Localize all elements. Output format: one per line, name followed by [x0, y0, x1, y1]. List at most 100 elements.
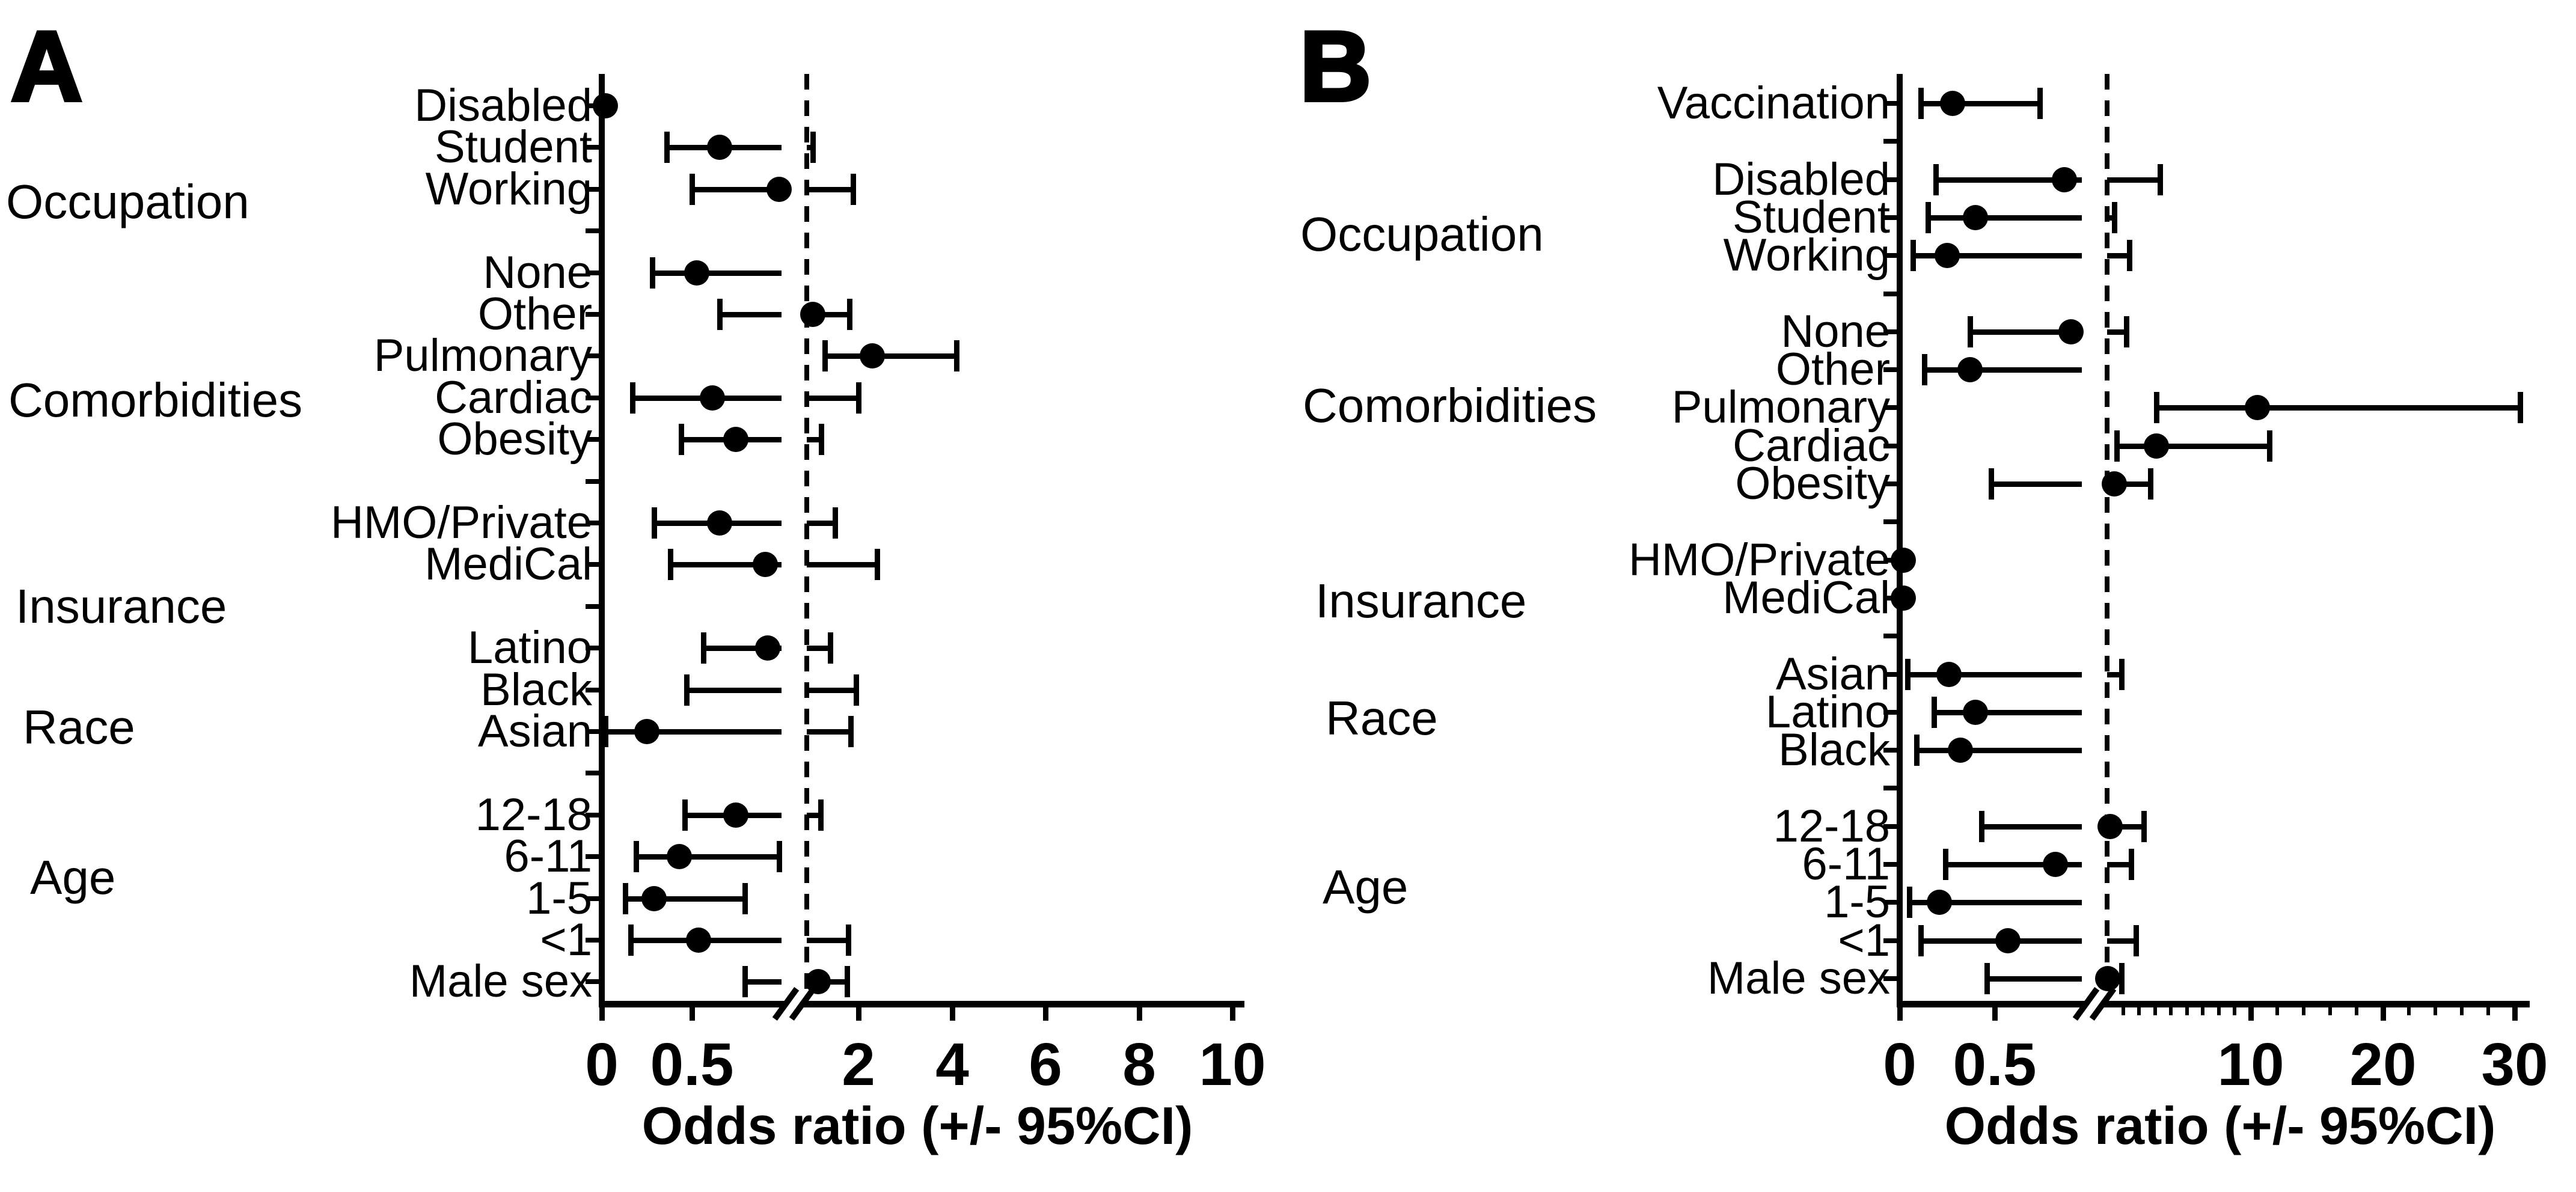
- axis-title: Odds ratio (+/- 95%CI): [641, 1096, 1193, 1155]
- ci-cap: [845, 966, 850, 997]
- item-label: 12-18: [1773, 801, 1890, 852]
- ci-cap: [1918, 925, 1924, 956]
- row-tick: [586, 312, 599, 317]
- ci-cap: [2114, 430, 2120, 462]
- row-tick: [586, 562, 599, 567]
- row-tick: [1883, 292, 1897, 296]
- item-label: Pulmonary: [1671, 382, 1890, 433]
- row-tick: [586, 813, 599, 818]
- x-tick: [1137, 1007, 1142, 1021]
- item-label: Other: [1775, 344, 1890, 395]
- item-label: Student: [435, 121, 592, 173]
- or-dot: [2058, 319, 2084, 344]
- item-label: Black: [1778, 724, 1890, 775]
- item-label: HMO/Private: [331, 497, 592, 548]
- row-tick: [1883, 101, 1897, 106]
- or-dot: [1927, 890, 1952, 915]
- or-dot: [2052, 167, 2077, 192]
- row-tick: [586, 729, 599, 734]
- x-tick-label: 0: [585, 1031, 619, 1098]
- panel-letter: A: [9, 11, 84, 121]
- ci-bar: [807, 729, 851, 735]
- item-label: Vaccination: [1657, 78, 1890, 129]
- ci-cap: [742, 883, 748, 914]
- item-label: Other: [477, 289, 592, 340]
- row-tick: [1883, 329, 1897, 334]
- ci-cap: [819, 424, 824, 455]
- ci-cap: [954, 340, 959, 371]
- row-tick: [586, 479, 599, 484]
- item-label: Asian: [477, 706, 592, 757]
- ci-cap: [818, 799, 824, 831]
- or-dot: [1963, 205, 1988, 230]
- ci-bar: [1928, 215, 2082, 221]
- or-dot: [707, 510, 732, 536]
- x-tick-label: 0.5: [1953, 1031, 2037, 1098]
- x-tick: [1043, 1007, 1048, 1021]
- ci-cap: [1989, 468, 1994, 500]
- x-tick: [2248, 1007, 2254, 1021]
- ci-cap: [875, 549, 880, 580]
- x-minor-tick: [2355, 1007, 2358, 1015]
- x-tick: [1897, 1007, 1903, 1021]
- ci-bar: [2107, 938, 2136, 944]
- or-dot: [684, 260, 709, 286]
- row-tick: [1883, 976, 1897, 981]
- item-label: Cardiac: [1733, 420, 1890, 471]
- row-tick: [586, 228, 599, 233]
- row-tick: [1883, 824, 1897, 829]
- ci-bar: [1970, 329, 2082, 335]
- item-label: 12-18: [475, 789, 592, 840]
- ci-bar: [1945, 862, 2082, 867]
- ci-bar: [703, 646, 782, 651]
- ci-bar: [1991, 481, 2082, 487]
- or-dot: [1891, 585, 1916, 611]
- x-minor-tick: [2302, 1007, 2305, 1015]
- or-dot: [641, 886, 667, 911]
- x-tick-label: 0: [1883, 1031, 1917, 1098]
- item-label: Male sex: [409, 956, 592, 1007]
- ci-cap: [810, 132, 816, 163]
- item-label: Pulmonary: [373, 330, 592, 381]
- ci-bar: [2156, 405, 2519, 411]
- ci-cap: [701, 632, 706, 664]
- item-label: Obesity: [1735, 458, 1890, 509]
- ci-cap: [2112, 202, 2117, 233]
- x-tick: [690, 1007, 695, 1021]
- ci-bar: [2107, 481, 2150, 487]
- ci-cap: [628, 925, 634, 956]
- row-tick: [1883, 444, 1897, 448]
- ci-cap: [668, 549, 673, 580]
- row-tick: [1883, 481, 1897, 486]
- ci-bar: [807, 562, 877, 567]
- or-dot: [2245, 395, 2270, 420]
- x-tick-label: 2: [842, 1031, 875, 1098]
- ci-cap: [634, 841, 639, 872]
- ci-bar: [636, 854, 779, 860]
- y-axis: [599, 74, 605, 1007]
- ci-bar: [687, 688, 782, 693]
- ci-cap: [1914, 735, 1920, 766]
- or-dot: [1891, 548, 1916, 573]
- axis-title: Odds ratio (+/- 95%CI): [1944, 1096, 2496, 1155]
- item-label: Male sex: [1707, 953, 1890, 1004]
- or-dot: [860, 343, 885, 368]
- ci-cap: [603, 716, 608, 747]
- ci-bar: [670, 562, 782, 567]
- x-minor-tick: [2137, 1007, 2141, 1015]
- ci-cap: [717, 299, 723, 330]
- null-line: [2105, 74, 2109, 1000]
- ci-bar: [807, 521, 835, 526]
- row-tick: [586, 604, 599, 609]
- ci-cap: [2518, 392, 2523, 423]
- or-dot: [2043, 852, 2068, 877]
- ci-bar: [825, 353, 956, 359]
- row-tick: [1883, 215, 1897, 220]
- ci-cap: [2158, 164, 2163, 195]
- ci-bar: [745, 979, 782, 985]
- or-dot: [806, 969, 831, 994]
- x-tick: [2381, 1007, 2386, 1021]
- ci-cap: [2119, 963, 2125, 994]
- ci-cap: [1922, 354, 1927, 385]
- item-label: 6-11: [504, 831, 592, 882]
